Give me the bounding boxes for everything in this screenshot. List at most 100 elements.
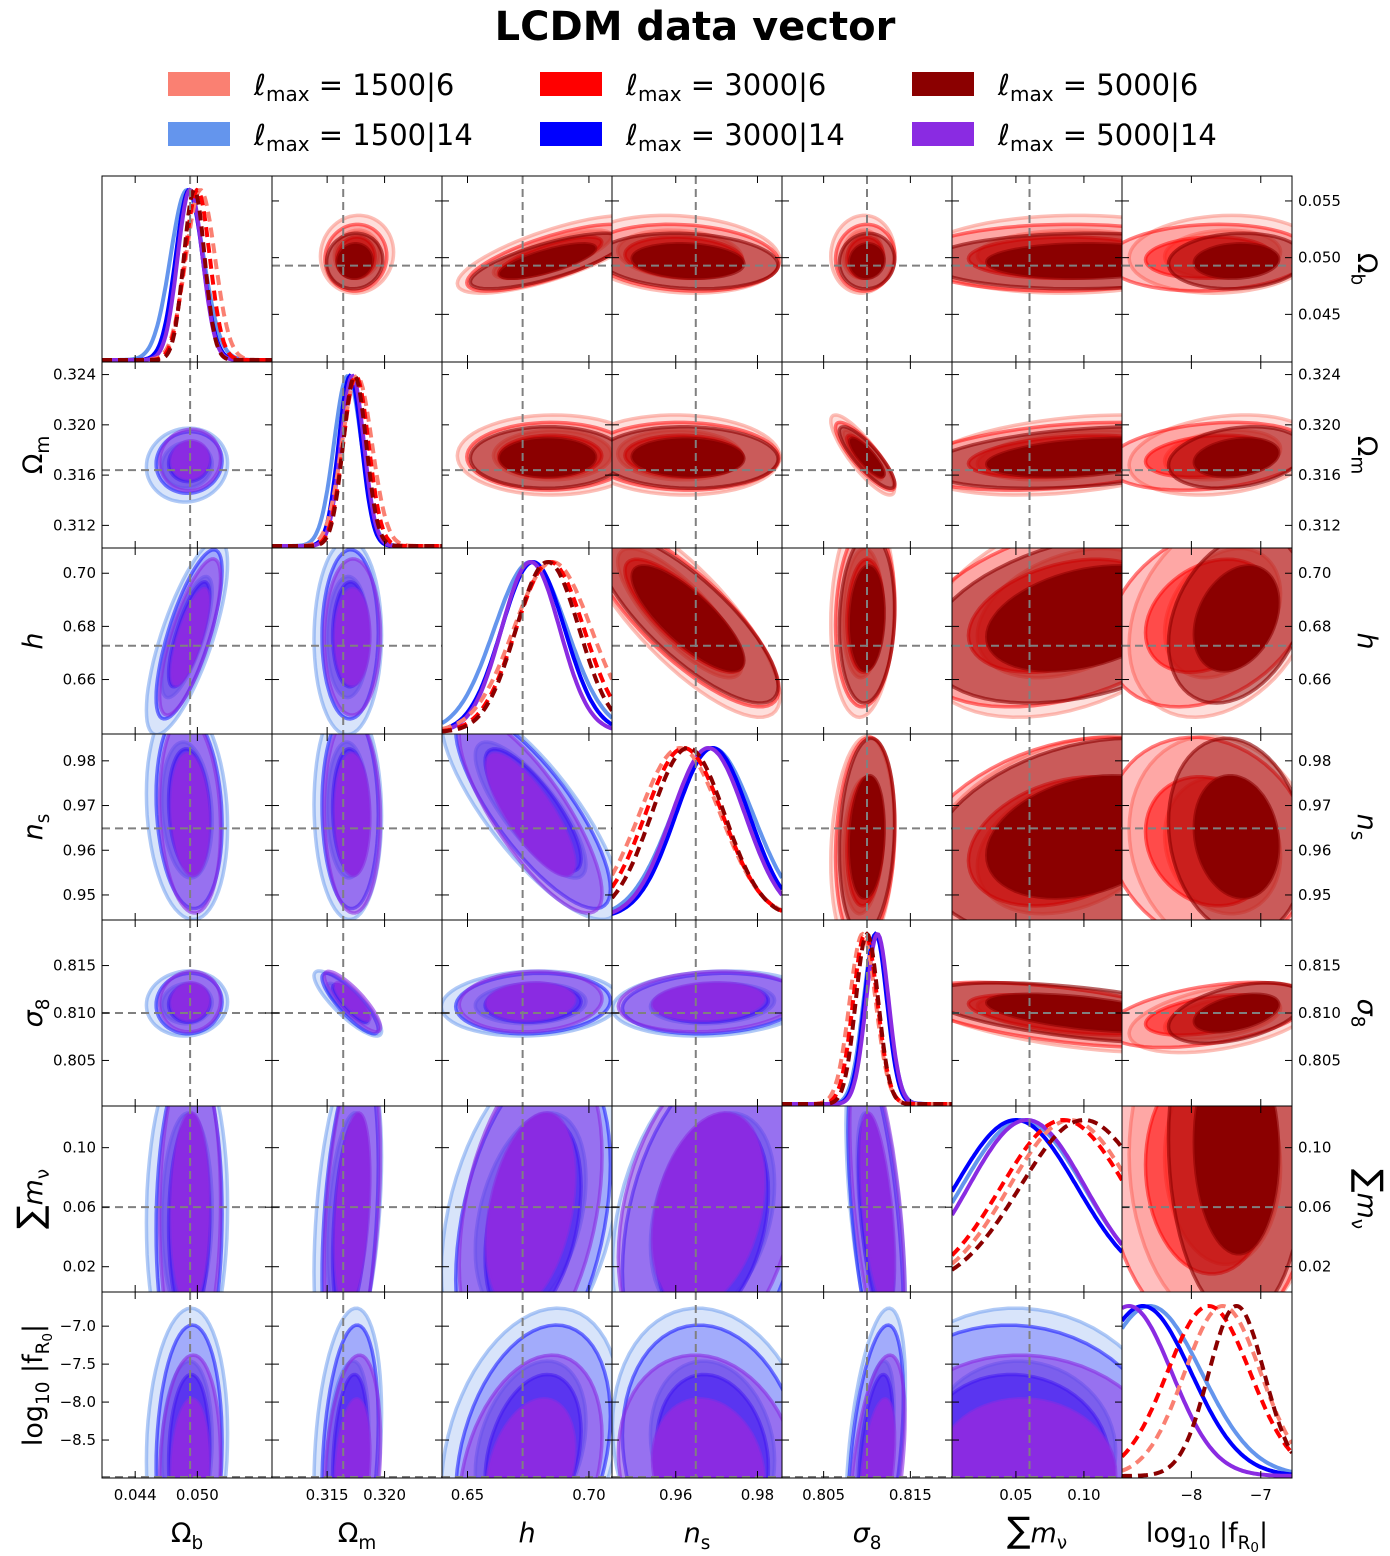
y-tick-label-right: 0.324 [1298, 366, 1341, 384]
contour-68-5000-14 [485, 1397, 577, 1478]
panel-omega_m-vs-sigma_8 [271, 919, 443, 1107]
contour-68-5000-14 [650, 1111, 767, 1292]
posterior-1d-sum_mnu-5000-6 [952, 1118, 1122, 1272]
posterior-1d-sum_mnu-1500-6 [952, 1118, 1122, 1266]
y-tick-label-right: 0.316 [1298, 466, 1341, 484]
posterior-1d-omega_b-5000-6 [102, 187, 272, 362]
posterior-1d-h-1500-6 [442, 559, 612, 731]
contour-68-5000-14 [333, 1397, 372, 1478]
y-tick-label-left: −8.5 [60, 1431, 96, 1449]
panel-log10_fR0-vs-sum_mnu [1121, 1105, 1293, 1293]
contour-68-5000-6 [1192, 1106, 1281, 1256]
posterior-1d-log10_fR0-1500-6 [1122, 1303, 1292, 1473]
contour-68-5000-14 [484, 1111, 577, 1292]
legend-label-3000-6: ℓmax = 3000|6 [625, 68, 826, 106]
axes: 0.044 0.050 Ωb 0.315 0.320 Ωm 0.65 0.70 h 0.96 0.9… [10, 192, 1390, 1556]
y-tick-label-left: 0.97 [63, 797, 96, 815]
y-tick-label-left: 0.324 [53, 366, 96, 384]
y-tick-label-left: 0.02 [63, 1258, 96, 1276]
axis-label-h: h [1351, 632, 1382, 649]
y-tick-label-left: 0.10 [63, 1139, 96, 1157]
panel-sigma_8-vs-log10_fR0 [781, 1291, 953, 1479]
y-tick-label-right: 0.055 [1298, 192, 1341, 210]
y-tick-label-left: 0.68 [63, 617, 96, 635]
y-tick-label-right: 0.68 [1298, 617, 1331, 635]
contour-68-5000-14 [858, 1111, 897, 1292]
y-tick-label-left: 0.06 [63, 1198, 96, 1216]
legend: ℓmax = 1500|6 ℓmax = 3000|6 ℓmax = 5000|6 ℓ… [168, 68, 1217, 156]
posterior-1d-sum_mnu-5000-14 [952, 1118, 1122, 1247]
y-tick-label-right: 0.97 [1298, 797, 1331, 815]
y-tick-label-left: 0.810 [53, 1004, 96, 1022]
y-tick-label-right: 0.96 [1298, 841, 1331, 859]
contour-68-5000-14 [859, 1397, 897, 1478]
axis-label-omega-m: Ωm [1346, 436, 1382, 475]
posterior-1d-omega_m-5000-6 [272, 373, 442, 548]
panel-omega_b-vs-omega_m [101, 361, 273, 549]
posterior-1d-sum_mnu-3000-6 [952, 1118, 1122, 1257]
panel-sigma_8-vs-omega_m [781, 361, 953, 549]
posterior-1d-log10_fR0-3000-6 [1122, 1303, 1292, 1459]
panel-n_s-vs-h [611, 547, 783, 735]
contour-68-5000-6 [985, 436, 1122, 479]
panel-log10_fR0-vs-h [1121, 547, 1293, 735]
contour-68-5000-6 [984, 992, 1122, 1034]
x-tick-label: −8 [1180, 1486, 1202, 1504]
y-tick-label-right: 0.815 [1298, 957, 1341, 975]
panel-omega_b-vs-sigma_8 [101, 919, 273, 1107]
panel-omega_m-vs-h [271, 547, 443, 735]
contour-68-5000-14 [333, 1111, 372, 1292]
legend-swatch-1500-14 [168, 122, 230, 146]
y-tick-label-right: 0.98 [1298, 752, 1331, 770]
posterior-1d-h-1500-14 [442, 560, 612, 725]
legend-label-5000-6: ℓmax = 5000|6 [997, 68, 1198, 106]
posterior-1d-n_s-3000-6 [612, 745, 782, 913]
panel-sigma_8-vs-omega_b [781, 175, 953, 363]
panel-sum_mnu-vs-log10_fR0 [951, 1291, 1123, 1479]
panel-sum_mnu-vs-h [951, 547, 1123, 735]
y-tick-label-left: 0.96 [63, 841, 96, 859]
x-tick-label: 0.320 [363, 1486, 406, 1504]
y-tick-label-right: 0.320 [1298, 416, 1341, 434]
axis-label-omega-m: Ωm [338, 1518, 377, 1554]
y-tick-label-left: 0.805 [53, 1051, 96, 1069]
legend-swatch-3000-14 [540, 122, 602, 146]
panel-sigma_8-vs-n_s [781, 733, 953, 921]
panel-sigma_8-vs-h [781, 547, 953, 735]
axis-label-omega-m: Ωm [18, 436, 54, 475]
contour-68-5000-14 [650, 1397, 766, 1478]
x-tick-label: 0.96 [659, 1486, 692, 1504]
x-tick-label: 0.815 [889, 1486, 932, 1504]
panel-n_s-vs-sum_mnu [611, 1105, 783, 1293]
panel-n_s-vs-omega_b [611, 175, 783, 363]
contour-68-5000-6 [1192, 992, 1281, 1034]
panel-omega_m-vs-log10_fR0 [271, 1291, 443, 1479]
panel-log10_fR0-vs-omega_b [1121, 175, 1293, 363]
axis-label-n-s: ns [684, 1518, 711, 1554]
panel-sum_mnu-vs-omega_m [951, 361, 1123, 549]
posterior-1d-n_s-5000-6 [612, 745, 782, 914]
legend-swatch-1500-6 [168, 72, 230, 96]
panel-n_s-vs-sigma_8 [611, 919, 783, 1107]
x-tick-label: 0.805 [802, 1486, 845, 1504]
contour-68-5000-6 [1192, 242, 1281, 281]
posterior-1d-n_s-3000-14 [612, 745, 782, 916]
posterior-1d-omega_b-1500-14 [102, 187, 272, 362]
axis-label-sigma-8: σ8 [853, 1518, 882, 1554]
legend-label-1500-14: ℓmax = 1500|14 [253, 118, 473, 156]
axis-label-sigma-8: σ8 [1346, 999, 1382, 1028]
contour-68-5000-6 [630, 564, 746, 673]
posterior-1d-log10_fR0-5000-6 [1122, 1303, 1292, 1478]
posterior-1d-omega_m-5000-14 [272, 373, 442, 548]
panel-omega_b-vs-h [101, 547, 273, 735]
y-tick-label-left: 0.66 [63, 671, 96, 689]
panel-omega_b-vs-n_s [101, 733, 273, 921]
axis-label-sum-mnu: ∑mν [1346, 1169, 1390, 1229]
posterior-1d-h-3000-6 [442, 559, 612, 733]
axis-label-log10-fr0: log10 |fR0| [1146, 1518, 1268, 1556]
y-tick-label-right: 0.02 [1298, 1258, 1331, 1276]
x-tick-label: 0.050 [176, 1486, 219, 1504]
panel-h-vs-sigma_8 [441, 919, 613, 1107]
y-tick-label-left: −7.0 [60, 1317, 96, 1335]
